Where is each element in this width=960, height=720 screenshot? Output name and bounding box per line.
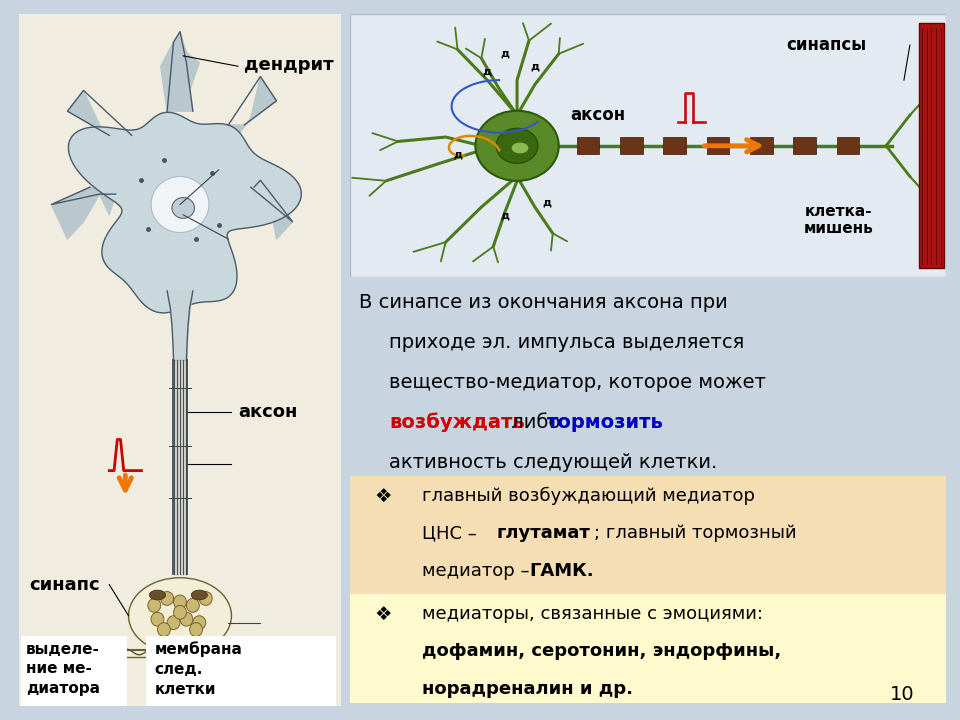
Text: активность следующей клетки.: активность следующей клетки. <box>389 453 717 472</box>
Ellipse shape <box>512 143 528 153</box>
Polygon shape <box>52 187 116 239</box>
Circle shape <box>186 598 200 612</box>
Circle shape <box>160 592 174 606</box>
Text: д: д <box>542 198 551 208</box>
Bar <box>793 138 816 154</box>
Bar <box>620 138 642 154</box>
Text: глутамат: глутамат <box>496 524 590 542</box>
Text: синапсы: синапсы <box>786 36 867 54</box>
Text: ЦНС –: ЦНС – <box>421 524 482 542</box>
FancyBboxPatch shape <box>146 636 336 706</box>
Ellipse shape <box>151 176 209 233</box>
FancyBboxPatch shape <box>350 594 946 703</box>
Text: д: д <box>501 49 510 59</box>
Text: приходе эл. импульса выделяется: приходе эл. импульса выделяется <box>389 333 744 352</box>
Text: д: д <box>483 66 492 76</box>
Text: либо: либо <box>505 413 566 432</box>
Polygon shape <box>228 76 276 135</box>
Text: тормозить: тормозить <box>547 413 663 432</box>
Text: д: д <box>531 62 540 72</box>
Ellipse shape <box>150 590 165 600</box>
Polygon shape <box>68 112 301 313</box>
Text: ГАМК.: ГАМК. <box>529 562 593 580</box>
Text: норадреналин и др.: норадреналин и др. <box>421 680 633 698</box>
Text: возбуждать: возбуждать <box>389 413 525 433</box>
Circle shape <box>200 592 212 606</box>
Circle shape <box>174 606 186 619</box>
Polygon shape <box>160 32 200 111</box>
Text: дендрит: дендрит <box>244 56 334 74</box>
Text: д: д <box>501 211 510 221</box>
Bar <box>170 648 190 652</box>
Text: д: д <box>453 150 462 160</box>
Text: вещество-медиатор, которое может: вещество-медиатор, которое может <box>389 373 766 392</box>
Ellipse shape <box>191 590 207 600</box>
Circle shape <box>174 595 186 609</box>
Text: аксон: аксон <box>570 106 626 124</box>
Text: главный возбуждающий медиатор: главный возбуждающий медиатор <box>421 487 755 505</box>
Bar <box>837 138 859 154</box>
Polygon shape <box>67 91 132 145</box>
FancyBboxPatch shape <box>21 636 127 706</box>
Circle shape <box>190 623 203 636</box>
Bar <box>750 138 773 154</box>
Circle shape <box>157 623 170 636</box>
Bar <box>577 138 599 154</box>
Text: медиатор –: медиатор – <box>421 562 535 580</box>
Text: выделе-
ние ме-
диатора: выделе- ние ме- диатора <box>26 642 100 696</box>
Text: В синапсе из окончания аксона при: В синапсе из окончания аксона при <box>359 293 728 312</box>
Text: синапс: синапс <box>29 576 100 593</box>
Text: ; главный тормозный: ; главный тормозный <box>594 524 797 542</box>
Ellipse shape <box>129 577 231 654</box>
Text: 10: 10 <box>890 685 915 704</box>
Circle shape <box>167 616 180 629</box>
Text: клетка-
мишень: клетка- мишень <box>804 204 874 236</box>
Circle shape <box>193 616 205 629</box>
Text: ❖: ❖ <box>374 605 392 624</box>
Text: ❖: ❖ <box>374 487 392 505</box>
Bar <box>663 138 686 154</box>
Ellipse shape <box>475 111 559 181</box>
Text: аксон: аксон <box>238 403 298 420</box>
Bar <box>919 23 944 269</box>
Text: дофамин, серотонин, эндорфины,: дофамин, серотонин, эндорфины, <box>421 642 781 660</box>
Bar <box>707 138 730 154</box>
Circle shape <box>151 612 164 626</box>
FancyBboxPatch shape <box>350 476 946 594</box>
Text: мембрана
след.
клетки: мембрана след. клетки <box>155 642 242 697</box>
Circle shape <box>148 598 160 612</box>
Circle shape <box>180 612 193 626</box>
Ellipse shape <box>496 128 538 163</box>
Text: медиаторы, связанные с эмоциями:: медиаторы, связанные с эмоциями: <box>421 605 763 623</box>
Ellipse shape <box>172 197 195 218</box>
Polygon shape <box>251 180 293 239</box>
